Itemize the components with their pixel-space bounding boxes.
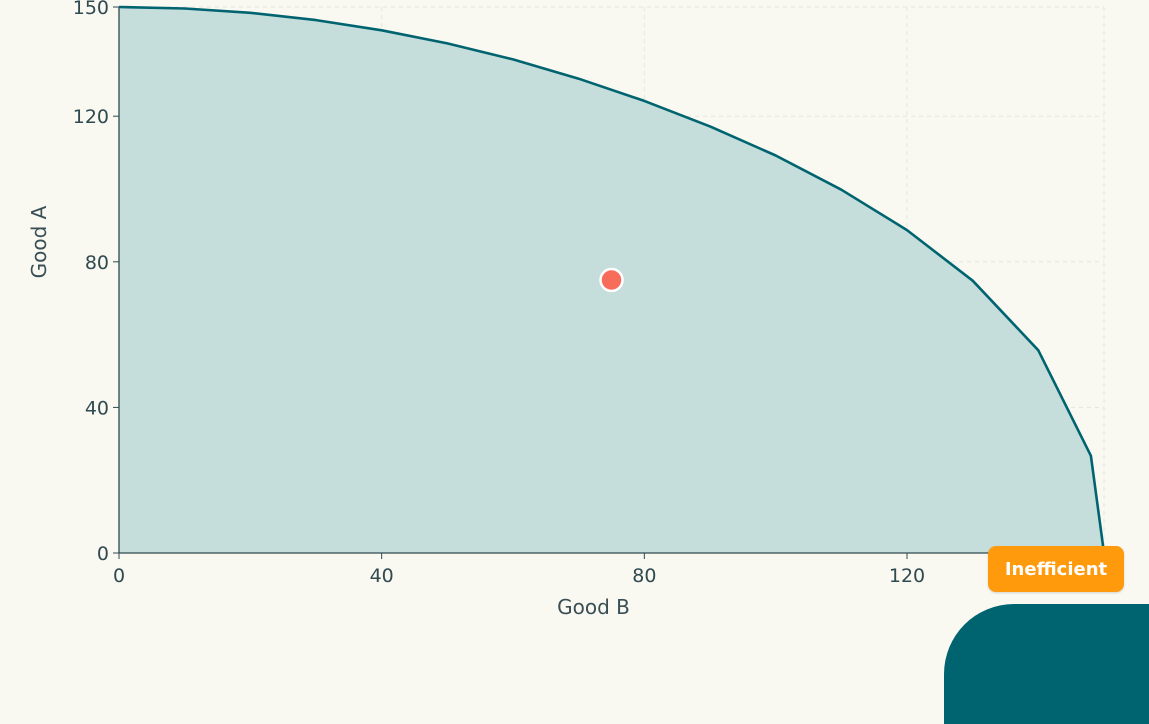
ppf-chart: 0 40 80 120 0 40 80 120 150 Good B Good A: [27, 0, 1106, 619]
y-tick-label: 80: [85, 252, 109, 274]
x-tick-label: 80: [632, 565, 656, 587]
production-point[interactable]: [599, 267, 624, 293]
x-tick-label: 120: [889, 565, 925, 587]
corner-action-button[interactable]: [944, 604, 1149, 724]
axis-ticks: 0 40 80 120 0 40 80 120 150: [73, 0, 925, 587]
y-tick-label: 150: [73, 0, 109, 19]
efficiency-status-badge: Inefficient: [988, 546, 1124, 592]
y-tick-label: 0: [97, 543, 109, 565]
x-tick-label: 40: [370, 565, 394, 587]
frontier-curve: [118, 5, 1106, 554]
y-axis-title: Good A: [27, 205, 51, 278]
x-tick-label: 0: [113, 565, 125, 587]
y-tick-label: 40: [85, 397, 109, 419]
x-axis-title: Good B: [557, 595, 630, 619]
y-tick-label: 120: [73, 106, 109, 128]
